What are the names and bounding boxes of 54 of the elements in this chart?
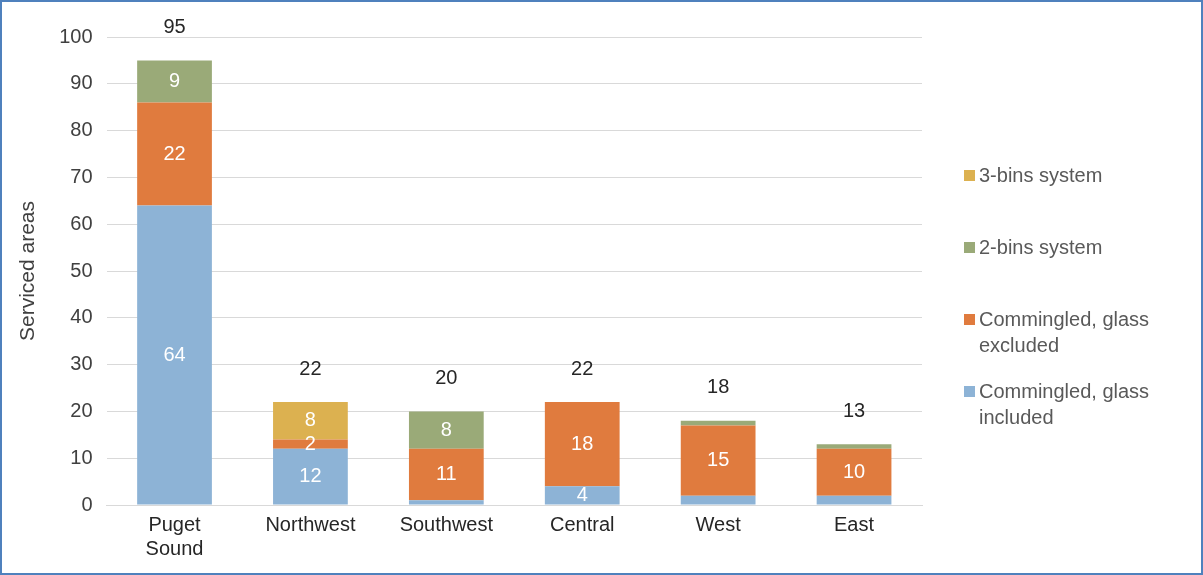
total-label: 22 xyxy=(571,356,594,379)
y-tick-label: 60 xyxy=(70,211,93,234)
total-label: 20 xyxy=(435,365,458,388)
y-tick-label: 80 xyxy=(70,118,93,141)
y-tick-label: 30 xyxy=(70,352,93,375)
data-label: 4 xyxy=(576,482,588,505)
data-label: 11 xyxy=(435,462,457,485)
x-tick-label: Northwest xyxy=(265,512,356,535)
y-tick-label: 100 xyxy=(59,24,93,47)
y-tick-label: 90 xyxy=(70,71,93,94)
data-label: 8 xyxy=(440,417,452,440)
total-label: 95 xyxy=(163,14,186,37)
bar xyxy=(137,205,212,505)
data-label: 8 xyxy=(304,408,316,431)
data-label: 10 xyxy=(842,459,866,482)
data-label: 22 xyxy=(163,141,186,164)
data-label: 2 xyxy=(304,431,316,454)
x-tick-label: Puget Sound xyxy=(145,512,204,559)
x-tick-label: West xyxy=(695,512,742,535)
y-tick-label: 50 xyxy=(70,258,93,281)
data-label: 9 xyxy=(168,68,181,91)
legend-label: 2-bins system xyxy=(979,235,1103,260)
bar xyxy=(137,102,212,206)
bar xyxy=(137,60,212,103)
bar xyxy=(816,495,892,505)
y-tick-label: 40 xyxy=(70,305,93,328)
bar xyxy=(680,425,756,496)
data-label: 12 xyxy=(299,464,322,487)
bar xyxy=(408,500,484,505)
bar xyxy=(816,448,892,496)
y-tick-label: 0 xyxy=(81,492,93,515)
total-label: 22 xyxy=(299,356,322,379)
total-label: 13 xyxy=(842,398,866,421)
data-label: 15 xyxy=(707,448,730,471)
y-tick-label: 10 xyxy=(70,445,93,468)
legend-label: Commingled, glass included xyxy=(979,379,1151,430)
data-label: 18 xyxy=(571,431,594,454)
y-tick-label: 20 xyxy=(70,398,93,421)
bar xyxy=(816,444,892,449)
x-tick-label: Central xyxy=(549,512,615,535)
bar xyxy=(544,486,620,505)
x-tick-label: East xyxy=(834,512,875,535)
bar xyxy=(544,402,620,487)
bar xyxy=(680,495,756,505)
y-axis-title: Serviced areas xyxy=(15,200,39,342)
bar xyxy=(273,448,348,505)
legend-label: Commingled, glass excluded xyxy=(979,307,1151,358)
x-tick-label: Southwest xyxy=(399,512,494,535)
bar xyxy=(408,411,484,449)
data-label: 64 xyxy=(163,342,186,365)
bar xyxy=(408,448,484,501)
total-label: 18 xyxy=(707,375,730,398)
legend-label: 3-bins system xyxy=(979,163,1103,188)
y-tick-label: 70 xyxy=(70,164,93,187)
